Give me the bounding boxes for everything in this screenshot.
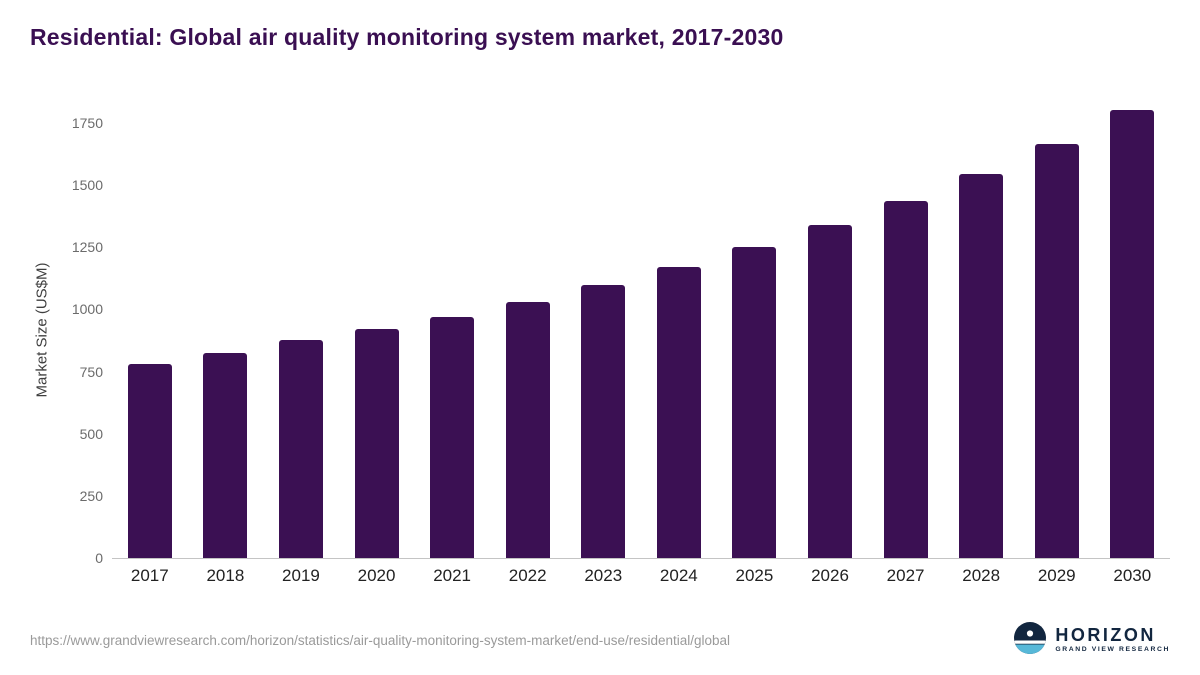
bar-slot: [641, 98, 717, 558]
bar-slot: [414, 98, 490, 558]
bar-2030: [1110, 110, 1155, 558]
horizon-logo-text: HORIZON GRAND VIEW RESEARCH: [1055, 626, 1170, 654]
bar-slot: [943, 98, 1019, 558]
bar-slot: [1019, 98, 1095, 558]
bar-2023: [581, 284, 626, 558]
y-tick-label-0: 0: [95, 550, 103, 566]
x-tick-label-2026: 2026: [811, 566, 849, 585]
bar-2021: [430, 316, 475, 558]
bar-2029: [1034, 144, 1079, 558]
x-tick-label-2024: 2024: [659, 566, 698, 585]
page-title: Residential: Global air quality monitori…: [30, 24, 784, 50]
y-tick-label-1250: 1250: [71, 239, 103, 256]
x-axis-labels: 2017 2018 2019 2020 2021 2022 2023 2024 2025 2026…: [112, 566, 1170, 586]
x-tick-label-2030: 2030: [1113, 566, 1152, 585]
x-tick-label-2021: 2021: [433, 566, 472, 585]
x-tick-label-2020: 2020: [357, 566, 396, 585]
y-axis-label: Market Size (US$M): [33, 262, 51, 398]
source-url: https://www.grandviewresearch.com/horizo…: [30, 632, 731, 648]
bar-2027: [883, 201, 928, 558]
y-tick-label-750: 750: [79, 363, 103, 380]
horizon-logo-name: HORIZON: [1055, 625, 1156, 646]
bar-slot: [565, 98, 641, 558]
y-tick-label-1750: 1750: [71, 114, 103, 131]
y-tick-label-1500: 1500: [71, 177, 103, 193]
bar-2028: [959, 173, 1004, 558]
bar-2026: [807, 224, 852, 558]
horizon-logo: HORIZON GRAND VIEW RESEARCH: [1014, 621, 1170, 659]
y-tick-label-1000: 1000: [71, 301, 103, 318]
bar-slot: [792, 98, 868, 558]
x-tick-label-2028: 2028: [962, 566, 1001, 585]
bar-slot: [263, 98, 339, 558]
bar-2025: [732, 247, 777, 558]
x-tick-label-2025: 2025: [735, 566, 774, 585]
x-tick-label-2027: 2027: [886, 566, 925, 585]
x-tick-label-2018: 2018: [206, 566, 245, 585]
y-tick-label-250: 250: [79, 487, 103, 504]
bar-2018: [203, 352, 248, 558]
bar-2022: [505, 301, 550, 558]
bar-2019: [278, 340, 323, 558]
x-tick-label-2022: 2022: [508, 566, 547, 585]
bar-slot: [717, 98, 793, 558]
x-tick-label-2019: 2019: [282, 566, 320, 585]
bar-slot: [188, 98, 264, 558]
footer: https://www.grandviewresearch.com/horizo…: [30, 618, 1170, 662]
plot-area: [112, 98, 1170, 559]
y-axis-ticks: 0 250 500 750 1000 1250 1500 1750: [55, 98, 103, 566]
x-tick-label-2029: 2029: [1037, 566, 1076, 585]
x-tick-label-2017: 2017: [130, 566, 169, 585]
bar-slot: [868, 98, 944, 558]
x-tick-label-2023: 2023: [584, 566, 623, 585]
bar-slot: [490, 98, 566, 558]
bar-slot: [339, 98, 415, 558]
horizon-logo-icon: [1014, 621, 1047, 659]
bar-slot: [1095, 98, 1171, 558]
y-tick-label-500: 500: [79, 425, 103, 442]
bar-2017: [127, 364, 172, 558]
bar-slot: [112, 98, 188, 558]
horizon-logo-subtext: GRAND VIEW RESEARCH: [1055, 646, 1170, 654]
bar-2020: [354, 329, 399, 558]
bar-2024: [656, 267, 701, 558]
